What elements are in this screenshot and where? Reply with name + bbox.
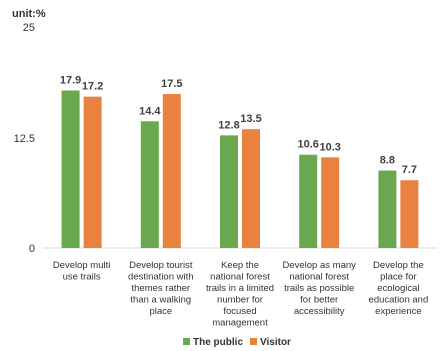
category-label: Keep the national forest trails in a limit…	[206, 260, 274, 329]
bar-visitor	[83, 96, 102, 248]
data-label: 13.5	[240, 113, 261, 125]
data-label: 7.7	[402, 164, 417, 176]
bar-public	[378, 170, 397, 248]
category-labels: Develop multi use trails Develop tourist de…	[53, 260, 428, 329]
bars	[61, 90, 419, 248]
bar-public	[61, 90, 80, 248]
data-labels: 17.917.2 14.4 17.5 12.813.5 10.6 10.3 8.8 7.7	[60, 74, 417, 176]
bar-visitor	[321, 157, 340, 248]
legend: The public Visitor	[183, 337, 291, 348]
category-label: Develop as many national forest trails as …	[282, 260, 356, 317]
bar-public	[140, 121, 159, 248]
data-label: 14.4	[139, 105, 161, 117]
y-tick-label: 25	[23, 22, 35, 34]
data-label: 8.8	[380, 155, 395, 167]
data-label: 10.3	[319, 141, 340, 153]
data-label: 17.2	[82, 81, 103, 93]
data-label: 17.5	[161, 78, 182, 90]
legend-label-visitor: Visitor	[260, 337, 291, 348]
y-tick-label: 0	[29, 243, 35, 255]
y-tick-label: 12.5	[14, 133, 35, 145]
data-label: 17.9	[60, 74, 81, 86]
unit-label: unit:%	[12, 8, 46, 20]
legend-label-public: The public	[193, 337, 243, 348]
category-label: Develop the place for ecological education …	[369, 260, 429, 317]
legend-swatch-visitor	[250, 338, 257, 345]
legend-swatch-public	[183, 338, 190, 345]
bar-public	[220, 135, 238, 248]
bar-visitor	[242, 129, 260, 248]
data-label: 10.6	[297, 139, 318, 151]
bar-visitor	[400, 180, 419, 248]
category-label: Develop multi use trails	[53, 260, 111, 283]
bar-visitor	[162, 94, 181, 248]
category-label: Develop tourist destination with themes ra…	[128, 260, 193, 317]
data-label: 12.8	[218, 119, 239, 131]
bar-public	[299, 154, 318, 248]
y-axis-ticks: 0 12.5 25	[14, 22, 35, 255]
